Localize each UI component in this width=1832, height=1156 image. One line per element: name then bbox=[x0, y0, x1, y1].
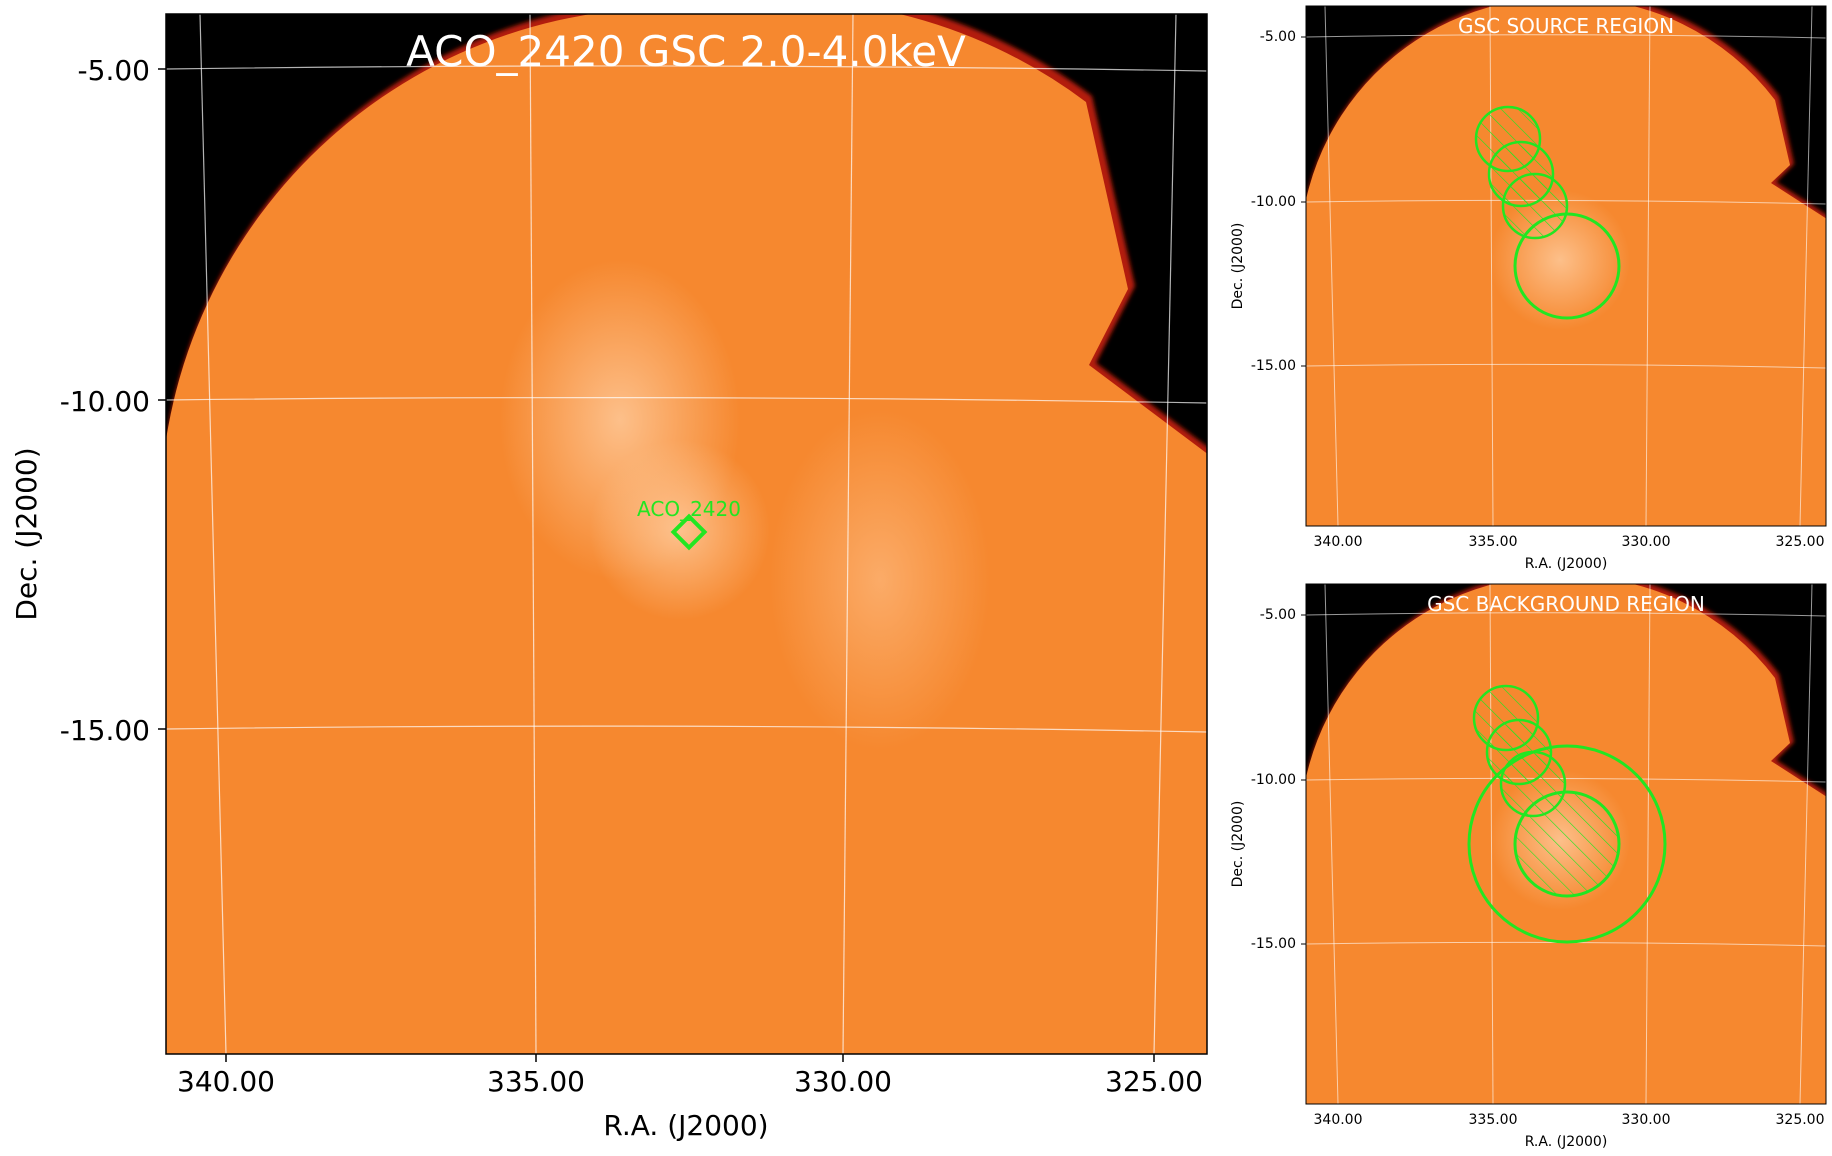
main-emission-glow-2 bbox=[590, 440, 770, 620]
background-y-axis-label: Dec. (J2000) bbox=[1230, 801, 1246, 888]
source-panel: GSC SOURCE REGION -5.00 -10.00 -15.00 34… bbox=[1230, 5, 1827, 572]
background-y-ticks bbox=[1301, 614, 1306, 945]
source-x-axis-label: R.A. (J2000) bbox=[1525, 556, 1608, 572]
main-emission-glow-3 bbox=[770, 410, 990, 750]
main-y-tick-label: -10.00 bbox=[60, 385, 150, 418]
main-x-tick-label: 340.00 bbox=[177, 1065, 275, 1098]
main-y-tick-label: -5.00 bbox=[78, 54, 150, 87]
main-y-axis-label: Dec. (J2000) bbox=[10, 447, 43, 620]
main-x-tick-label: 335.00 bbox=[487, 1065, 585, 1098]
main-x-tick-label: 330.00 bbox=[794, 1065, 892, 1098]
background-grid bbox=[1306, 584, 1826, 1104]
background-x-tick-label: 330.00 bbox=[1622, 1112, 1671, 1128]
source-y-tick-label: -5.00 bbox=[1260, 29, 1296, 45]
background-image bbox=[1306, 584, 1826, 1104]
main-y-ticks bbox=[158, 68, 166, 730]
background-x-axis-label: R.A. (J2000) bbox=[1525, 1134, 1608, 1150]
background-title: GSC BACKGROUND REGION bbox=[1427, 592, 1705, 616]
background-y-tick-label: -10.00 bbox=[1251, 772, 1296, 788]
background-y-tick-label: -15.00 bbox=[1251, 936, 1296, 952]
source-x-tick-label: 335.00 bbox=[1469, 534, 1518, 550]
aco-2420-marker-label: ACO_2420 bbox=[637, 497, 741, 521]
main-frame-border bbox=[165, 13, 1208, 1055]
background-frame-border bbox=[1305, 583, 1827, 1105]
source-y-ticks bbox=[1301, 36, 1306, 367]
source-grid bbox=[1306, 6, 1826, 526]
source-x-tick-label: 325.00 bbox=[1776, 534, 1825, 550]
source-region-circle bbox=[1513, 212, 1621, 320]
main-title: ACO_2420 GSC 2.0-4.0keV bbox=[406, 27, 966, 76]
main-x-ticks bbox=[225, 1054, 1155, 1062]
main-x-axis-label: R.A. (J2000) bbox=[603, 1109, 768, 1142]
source-hatched-circle bbox=[1501, 172, 1569, 240]
source-y-tick-label: -15.00 bbox=[1251, 358, 1296, 374]
source-y-tick-label: -10.00 bbox=[1251, 194, 1296, 210]
background-x-tick-label: 335.00 bbox=[1469, 1112, 1518, 1128]
source-x-tick-label: 340.00 bbox=[1314, 534, 1363, 550]
background-annulus-circle bbox=[1467, 744, 1667, 944]
main-grid bbox=[166, 14, 1207, 1054]
source-title: GSC SOURCE REGION bbox=[1458, 14, 1674, 38]
source-frame-border bbox=[1305, 5, 1827, 527]
background-panel: GSC BACKGROUND REGION -5.00 -10.00 -15.0… bbox=[1230, 583, 1827, 1150]
main-panel: ACO_2420 ACO_2420 GSC 2.0-4.0keV -5.00 -… bbox=[10, 13, 1208, 1142]
source-x-tick-label: 330.00 bbox=[1622, 534, 1671, 550]
source-y-axis-label: Dec. (J2000) bbox=[1230, 223, 1246, 310]
background-y-tick-label: -5.00 bbox=[1260, 607, 1296, 623]
background-x-tick-label: 325.00 bbox=[1776, 1112, 1825, 1128]
aco-2420-diamond-marker bbox=[670, 513, 708, 551]
main-image: ACO_2420 bbox=[166, 14, 1207, 1054]
source-image bbox=[1306, 6, 1826, 526]
background-hatched-circle bbox=[1513, 790, 1621, 898]
background-x-tick-label: 340.00 bbox=[1314, 1112, 1363, 1128]
main-x-tick-label: 325.00 bbox=[1105, 1065, 1203, 1098]
main-y-tick-label: -15.00 bbox=[60, 714, 150, 747]
